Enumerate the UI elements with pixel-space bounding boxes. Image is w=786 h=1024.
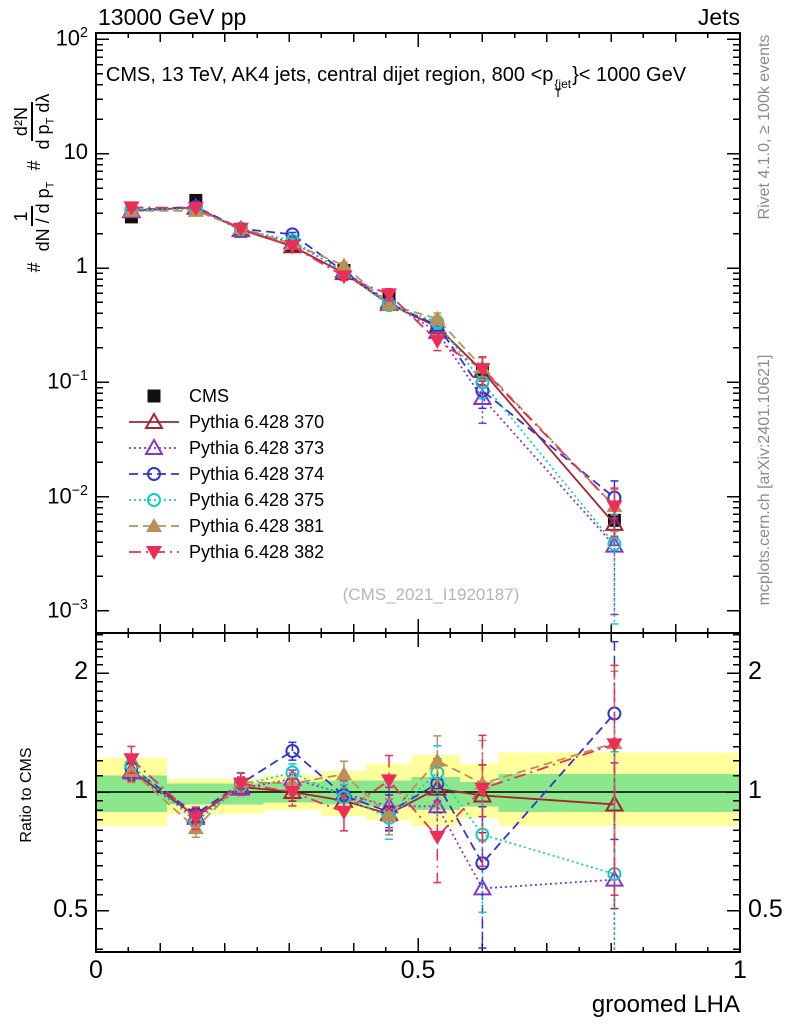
ratio-y-tick-label-right: 0.5 bbox=[748, 894, 783, 923]
legend-item-p382: Pythia 6.428 382 bbox=[128, 539, 324, 565]
yl-frac1-numerator: 1 bbox=[10, 206, 34, 227]
legend-marker-p382 bbox=[129, 546, 179, 560]
legend-label-cms: CMS bbox=[189, 385, 229, 406]
x-tick-label: 0 bbox=[89, 956, 103, 984]
plot-title-tail: }< 1000 GeV bbox=[572, 64, 687, 86]
ratio-panel-series bbox=[121, 640, 625, 952]
legend-item-cms: CMS bbox=[128, 383, 324, 409]
main-panel-series bbox=[121, 193, 625, 625]
legend-label-p370: Pythia 6.428 370 bbox=[189, 411, 325, 432]
analysis-id-watermark: (CMS_2021_I1920187) bbox=[342, 585, 520, 604]
legend-marker-p370 bbox=[129, 411, 179, 429]
ratio-y-tick-label-left: 1 bbox=[74, 776, 88, 804]
pt-subscript: T bbox=[554, 86, 562, 100]
yl-frac2-numerator: d²N bbox=[10, 102, 34, 142]
analysis-category-label: Jets bbox=[697, 4, 740, 30]
beam-energy-label: 13000 GeV pp bbox=[98, 4, 247, 30]
legend-marker-p381 bbox=[129, 518, 179, 532]
x-tick-label: 0.5 bbox=[400, 956, 436, 984]
legend-label-p373: Pythia 6.428 373 bbox=[189, 437, 325, 458]
main-y-tick-label: 10 bbox=[63, 138, 88, 164]
legend-marker-p373 bbox=[129, 437, 179, 455]
legend-marker-p375 bbox=[129, 493, 179, 507]
main-y-tick-label: 10−1 bbox=[47, 368, 88, 394]
plot-title-text: CMS, 13 TeV, AK4 jets, central dijet reg… bbox=[105, 64, 554, 86]
ratio-y-tick-label-right: 1 bbox=[748, 776, 762, 804]
pt-sup-sub-stack: {jet T bbox=[554, 77, 572, 100]
main-y-tick-label: 1 bbox=[75, 253, 88, 278]
main-y-tick-label: 10−3 bbox=[47, 596, 88, 623]
plot-title: CMS, 13 TeV, AK4 jets, central dijet reg… bbox=[40, 64, 752, 100]
green-band bbox=[166, 783, 219, 805]
main-y-tick-label: 102 bbox=[55, 25, 88, 51]
axis-ticks bbox=[95, 33, 741, 952]
legend-marker-p374 bbox=[129, 467, 179, 481]
mcplots-reference-note: mcplots.cern.ch [arXiv:2401.10621] bbox=[756, 354, 773, 606]
legend-label-p374: Pythia 6.428 374 bbox=[189, 463, 325, 484]
legend-item-p375: Pythia 6.428 375 bbox=[128, 487, 324, 513]
yl-frac1-denominator: dN / d pT bbox=[33, 180, 57, 254]
legend-item-p381: Pythia 6.428 381 bbox=[128, 513, 324, 539]
x-axis-label: groomed LHA bbox=[591, 991, 740, 1018]
yl-frac1-den-sub: T bbox=[44, 181, 57, 189]
legend-label-p382: Pythia 6.428 382 bbox=[189, 541, 325, 562]
yl-fraction-1: 1 dN / d pT bbox=[10, 180, 57, 254]
ratio-y-tick-label-left: 2 bbox=[74, 657, 88, 686]
ratio-y-tick-label-right: 2 bbox=[748, 657, 762, 686]
legend: CMS Pythia 6.428 370 Pythia 6.428 373 Pythi… bbox=[128, 383, 324, 565]
legend-label-p381: Pythia 6.428 381 bbox=[189, 515, 325, 536]
ratio-y-tick-label-left: 0.5 bbox=[53, 894, 88, 923]
series-main-p382 bbox=[123, 201, 623, 537]
legend-item-p374: Pythia 6.428 374 bbox=[128, 461, 324, 487]
x-tick-label: 1 bbox=[733, 956, 747, 984]
main-y-tick-label: 10−2 bbox=[47, 482, 88, 508]
legend-marker-cms bbox=[147, 389, 161, 403]
pt-superscript: {jet bbox=[554, 77, 572, 91]
legend-item-p373: Pythia 6.428 373 bbox=[128, 435, 324, 461]
yl-frac2-den-tail: dλ bbox=[33, 93, 54, 118]
yl-frac2-den-sub: T bbox=[44, 117, 57, 125]
main-y-axis-label: # 1 dN / d pT # d²N d pT dλ bbox=[2, 32, 66, 332]
rivet-version-note: Rivet 4.1.0, ≥ 100k events bbox=[756, 34, 773, 220]
legend-label-p375: Pythia 6.428 375 bbox=[189, 489, 325, 510]
legend-item-p370: Pythia 6.428 370 bbox=[128, 409, 324, 435]
yl-frac1-den-text: dN / d p bbox=[33, 188, 54, 252]
series-ratio-p382 bbox=[123, 664, 623, 896]
